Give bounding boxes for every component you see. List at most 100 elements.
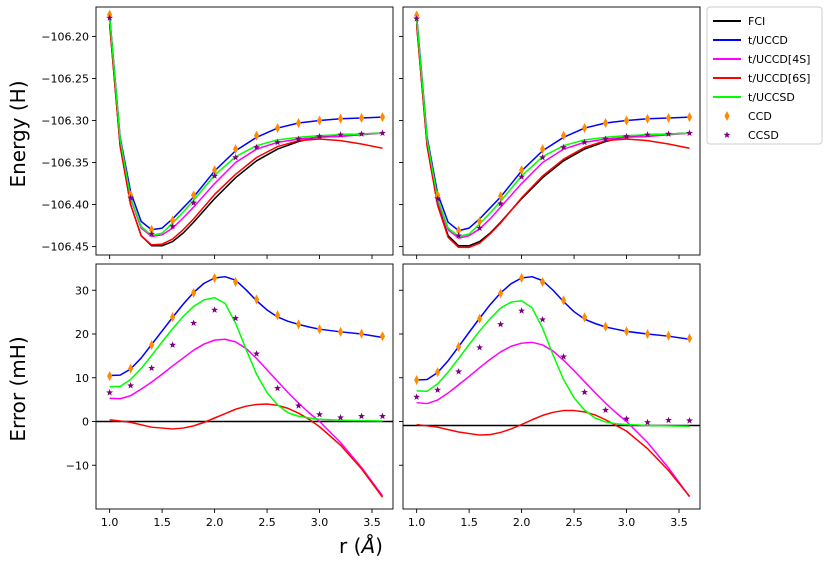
panel-r2-c1-ccd-marker — [232, 276, 239, 287]
panel-r2-c2-ccsd-marker — [434, 386, 442, 393]
panel-r1-c1-ccsd-marker — [274, 138, 281, 146]
panel-r1-c2-ccsd-marker — [476, 224, 484, 232]
panel-r2-c1-x-tick-label: 1.5 — [153, 516, 171, 529]
panel-r2-c1-ccd-marker — [337, 326, 344, 337]
panel-r1-c2-ccd-marker — [477, 216, 483, 227]
panel-r2-c2-ccsd-marker — [581, 388, 588, 396]
panel-r2-c1-x-tick-label: 2.0 — [206, 516, 224, 529]
panel-r1-c1-series-t-uccd-line — [108, 15, 383, 231]
panel-r2-c2-ccd-marker — [477, 313, 483, 324]
panel-r1-c1-y-tick-label: −106.40 — [41, 199, 89, 212]
panel-r1-c1: −106.20 −106.25 −106.30 −106.35 −106.40 −106.… — [41, 6, 394, 259]
legend-item-ccsd-label: CCSD — [748, 129, 779, 142]
panel-r1-c1-ccd-marker — [170, 215, 176, 226]
panel-r1-c2-ccd-marker — [539, 144, 546, 155]
panel-r1-c1-ccd-marker — [379, 112, 386, 123]
legend-item-ccd-label: CCD — [748, 110, 772, 123]
panel-r2-c2-ccd-marker — [414, 374, 420, 385]
panel-r1-c2-ccd-marker — [498, 191, 504, 202]
panel-r2-c1-y-tick-label: 10 — [75, 372, 89, 385]
panel-r1-c1-ccsd-marker — [190, 199, 198, 206]
x-axis-label-prefix: r ( — [339, 534, 361, 558]
panel-r2-c1-ccd-marker — [211, 273, 218, 283]
panel-r2-c1-y-tick-label: 20 — [75, 328, 89, 341]
panel-r1-c2-ccsd-marker — [581, 138, 588, 146]
panel-r2-c1-ccsd-marker — [316, 410, 323, 418]
panel-r2-c2-ccd-marker — [518, 273, 525, 283]
panel-r1-c1-ccd-marker — [358, 112, 365, 123]
panel-r2-c2-x-tick-label: 1.0 — [408, 516, 426, 529]
panel-r2-c1-ccsd-marker — [232, 314, 239, 322]
panel-r1-c1-ccsd-marker — [379, 129, 386, 137]
panel-r1-c1-series-t-uccd-6s-line — [108, 23, 383, 246]
panel-r1-c1-ccsd-marker — [106, 14, 114, 21]
panel-r1-c1-ccsd-marker — [295, 135, 302, 142]
panel-r2-c1-x-tick-label: 1.0 — [101, 516, 119, 529]
panel-r2-c1-x-tick-label: 2.5 — [258, 516, 276, 529]
panel-r2-c1-ccsd-marker — [106, 389, 114, 396]
panel-r1-c1-y-tick-label: −106.35 — [41, 157, 89, 170]
panel-r2-c2-series-t-uccd-line — [416, 275, 690, 381]
panel-r2-c2-x-tick-label: 3.0 — [618, 516, 636, 529]
panel-r2-c2-ccd-marker — [560, 295, 567, 306]
panel-r2-c1-ccd-marker — [253, 294, 260, 305]
panel-r1-c2-ccsd-marker — [518, 173, 526, 180]
panel-r1-c2-ccd-marker — [644, 113, 651, 124]
panel-r2-c1-series-t-uccd-4s-line — [109, 338, 384, 497]
legend-item-t-uccd: t/UCCD — [713, 34, 788, 47]
panel-r2-c2-ccsd-marker — [602, 406, 609, 414]
panel-r1-c2-ccd-marker — [560, 130, 567, 141]
panel-r2-c1-x-tick-label: 3.5 — [363, 516, 381, 529]
panel-r2-c2-x-tick-label: 2.5 — [565, 516, 583, 529]
panel-r1-c2-ccsd-marker — [539, 153, 546, 161]
panel-r1-c2-ccsd-marker — [497, 200, 505, 207]
legend-item-t-uccd-label: t/UCCD — [748, 34, 788, 47]
panel-r1-c1-y-tick-label: −106.25 — [41, 72, 89, 85]
panel-r1-c2-series-t-uccd-6s-line — [415, 24, 690, 249]
panel-r2-c1-plot-area — [96, 273, 393, 498]
legend-item-t-uccsd-label: t/UCCSD — [748, 91, 795, 104]
panel-r1-c1-ccd-marker — [337, 113, 344, 124]
legend-item-ccd: CCD — [724, 110, 772, 123]
panel-r1-c2-ccsd-marker — [665, 130, 672, 137]
panel-r1-c1-ccd-marker — [295, 118, 302, 129]
legend-item-fci: FCI — [713, 15, 765, 28]
panel-r1-c2-ccsd-marker — [413, 15, 421, 22]
y-axis-label-energy: Energy (H) — [6, 80, 30, 187]
panel-r2-c1-ccd-marker — [379, 331, 386, 342]
panel-r2-c2-ccsd-marker — [413, 393, 421, 400]
panel-r2-c2-ccsd-marker — [518, 307, 526, 314]
panel-r1-c1-ccd-marker — [211, 165, 218, 176]
panel-r2-c2-ccd-marker — [602, 321, 609, 332]
panel-r2-c1-ccsd-marker — [274, 384, 281, 392]
panel-r2-c1-ccd-marker — [358, 328, 365, 339]
panel-r2-c2-ccd-marker — [686, 333, 693, 344]
panel-r2-c1-series-t-uccsd-line — [109, 296, 383, 422]
panel-r1-c1-ccsd-marker — [169, 222, 177, 230]
panel-r2-c1-y-tick-label: 0 — [82, 416, 89, 429]
x-axis-label: r (Å) — [339, 534, 383, 558]
panel-r2-c1-ccd-marker — [128, 363, 134, 374]
panel-r1-c1-frame — [95, 6, 394, 256]
panel-r2-c2-x-tick-label: 2.0 — [513, 516, 531, 529]
panel-r2-c2-ccsd-marker — [686, 417, 693, 424]
panel-r2-c2-frame — [402, 263, 701, 510]
panel-r2-c1-ccd-marker — [170, 311, 176, 322]
panel-r1-c1-ccd-marker — [274, 123, 281, 134]
panel-r2-c2-ccsd-marker — [665, 416, 672, 424]
legend-item-ccsd-swatch — [723, 131, 731, 138]
panel-r1-c1-ccsd-marker — [211, 172, 219, 179]
panel-r2-c1-ccsd-marker — [358, 412, 365, 420]
panel-r2-c1-ccsd-marker — [190, 319, 198, 326]
panel-r1-c2-ccd-marker — [665, 112, 672, 123]
panel-r1-c1-y-tick-label: −106.45 — [41, 241, 89, 254]
panel-r2-c1-ccsd-marker — [253, 350, 260, 357]
panel-r2-c2-ccd-marker — [581, 312, 588, 323]
panel-r2-c1: 1.0 1.5 2.0 2.5 3.0 3.5 30 20 10 0 −10 — [66, 263, 394, 529]
panel-r2-c1-ccsd-marker — [211, 306, 219, 313]
panel-r1-c1-series-t-uccsd-line — [108, 17, 383, 237]
panel-r2-c2-series-t-uccsd-line — [416, 300, 690, 428]
panel-r2-c2-ccd-marker — [644, 329, 651, 339]
panel-r1-c2-plot-area — [413, 10, 693, 249]
legend-item-t-uccd-6s: t/UCCD[6S] — [713, 72, 810, 85]
